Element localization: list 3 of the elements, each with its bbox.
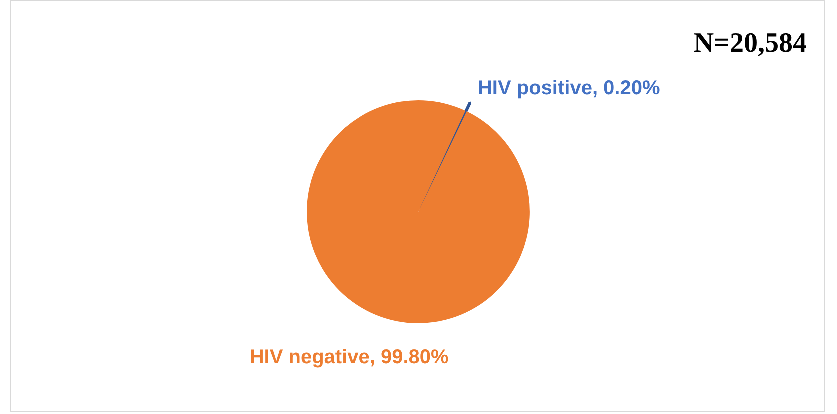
slice-label: HIV negative, 99.80% [250, 346, 450, 368]
slice-label: HIV positive, 0.20% [478, 77, 660, 100]
text: N=20,584 [694, 28, 807, 60]
